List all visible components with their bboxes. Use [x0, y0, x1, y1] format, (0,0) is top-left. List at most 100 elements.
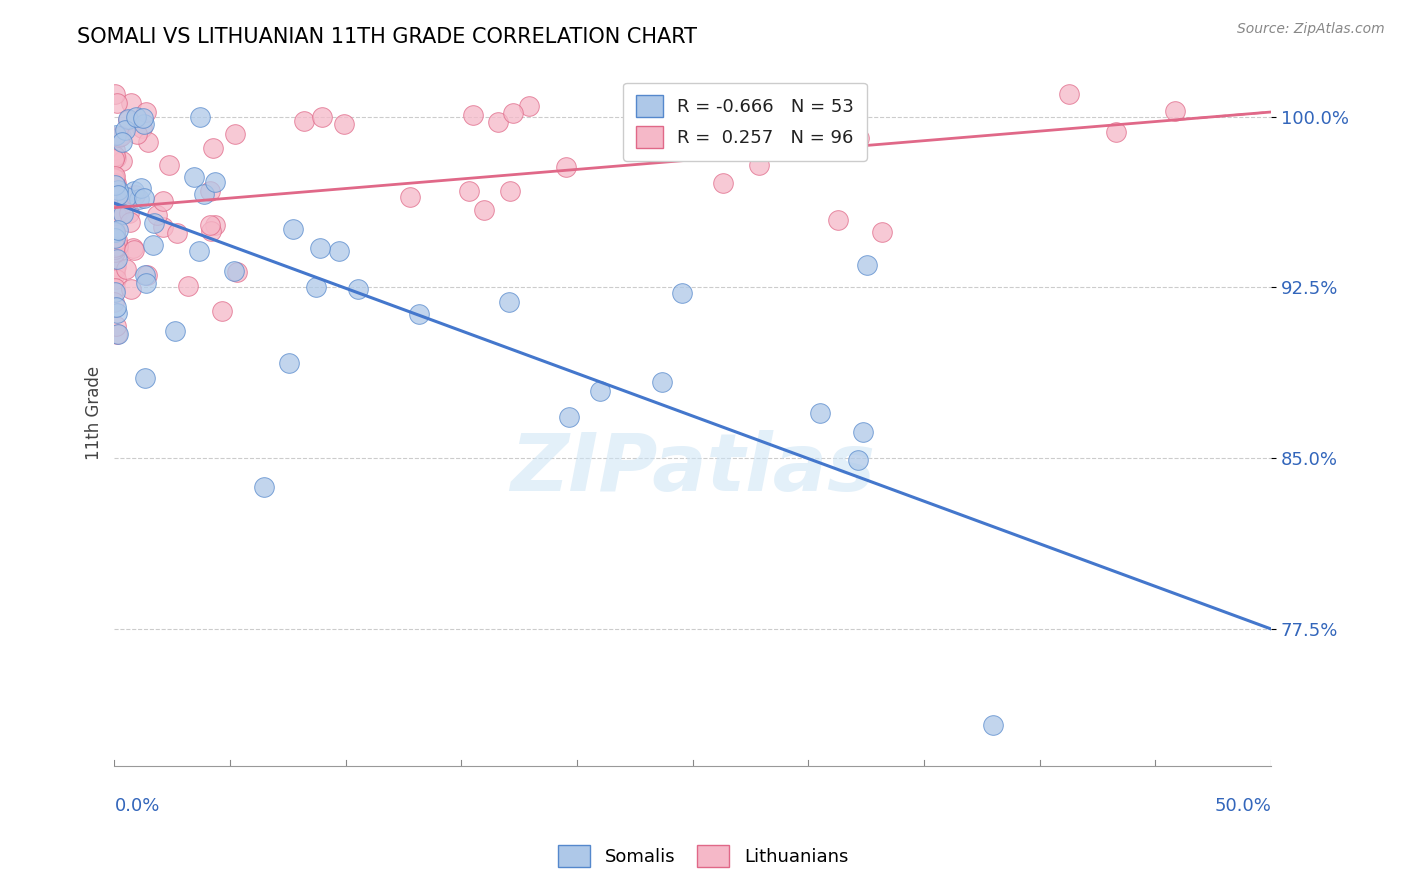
Point	[105, 96, 128, 111]
Point	[135, 104, 157, 119]
Point	[104, 261, 127, 276]
Point	[112, 207, 135, 221]
Point	[134, 191, 156, 205]
Point	[117, 112, 139, 127]
Point	[135, 268, 157, 282]
Point	[105, 252, 128, 266]
Point	[136, 135, 159, 149]
Point	[132, 112, 155, 126]
Point	[856, 258, 879, 272]
Point	[292, 114, 315, 128]
Point	[110, 128, 132, 143]
Point	[499, 184, 522, 198]
Point	[278, 356, 301, 370]
Point	[122, 241, 145, 255]
Point	[104, 272, 127, 286]
Point	[108, 202, 131, 216]
Point	[103, 221, 125, 235]
Point	[472, 202, 495, 217]
Point	[558, 409, 581, 424]
Point	[103, 187, 125, 202]
Point	[253, 479, 276, 493]
Point	[311, 110, 333, 124]
Point	[713, 177, 735, 191]
Point	[281, 222, 304, 236]
Legend: R = -0.666   N = 53, R =  0.257   N = 96: R = -0.666 N = 53, R = 0.257 N = 96	[623, 83, 866, 161]
Point	[188, 244, 211, 258]
Point	[105, 318, 128, 333]
Point	[146, 208, 169, 222]
Point	[107, 239, 129, 253]
Point	[105, 233, 128, 247]
Point	[120, 282, 142, 296]
Point	[458, 184, 481, 198]
Point	[114, 122, 136, 136]
Point	[589, 384, 612, 398]
Point	[104, 267, 127, 281]
Point	[122, 243, 145, 257]
Point	[555, 160, 578, 174]
Point	[1059, 87, 1081, 101]
Point	[222, 264, 245, 278]
Point	[408, 307, 430, 321]
Point	[105, 193, 128, 207]
Point	[105, 326, 128, 341]
Point	[142, 238, 165, 252]
Point	[498, 294, 520, 309]
Point	[224, 127, 246, 141]
Point	[104, 243, 127, 257]
Point	[333, 117, 356, 131]
Point	[827, 213, 849, 227]
Point	[107, 206, 129, 220]
Point	[305, 280, 328, 294]
Point	[200, 224, 222, 238]
Point	[517, 99, 540, 113]
Point	[104, 208, 127, 222]
Point	[104, 149, 127, 163]
Point	[134, 268, 156, 283]
Point	[124, 188, 146, 202]
Point	[131, 121, 153, 136]
Point	[748, 158, 770, 172]
Point	[110, 202, 132, 216]
Point	[198, 184, 221, 198]
Point	[104, 128, 127, 142]
Point	[1164, 103, 1187, 118]
Point	[165, 324, 187, 338]
Point	[108, 129, 131, 144]
Point	[105, 300, 128, 314]
Y-axis label: 11th Grade: 11th Grade	[86, 366, 103, 459]
Point	[107, 187, 129, 202]
Point	[846, 453, 869, 467]
Point	[117, 113, 139, 128]
Point	[671, 285, 693, 300]
Point	[143, 216, 166, 230]
Point	[776, 95, 799, 109]
Point	[104, 178, 127, 192]
Point	[104, 202, 127, 216]
Point	[104, 197, 127, 211]
Point	[198, 219, 221, 233]
Point	[399, 190, 422, 204]
Point	[103, 295, 125, 310]
Point	[870, 225, 893, 239]
Text: 50.0%: 50.0%	[1215, 797, 1271, 815]
Point	[103, 281, 125, 295]
Point	[135, 277, 157, 291]
Point	[103, 231, 125, 245]
Point	[117, 206, 139, 220]
Point	[134, 117, 156, 131]
Point	[114, 262, 136, 277]
Point	[107, 238, 129, 252]
Point	[166, 226, 188, 240]
Point	[103, 243, 125, 257]
Point	[204, 175, 226, 189]
Point	[103, 225, 125, 239]
Point	[118, 215, 141, 229]
Point	[177, 279, 200, 293]
Point	[104, 151, 127, 165]
Point	[152, 194, 174, 208]
Point	[104, 178, 127, 192]
Point	[1105, 125, 1128, 139]
Point	[103, 129, 125, 144]
